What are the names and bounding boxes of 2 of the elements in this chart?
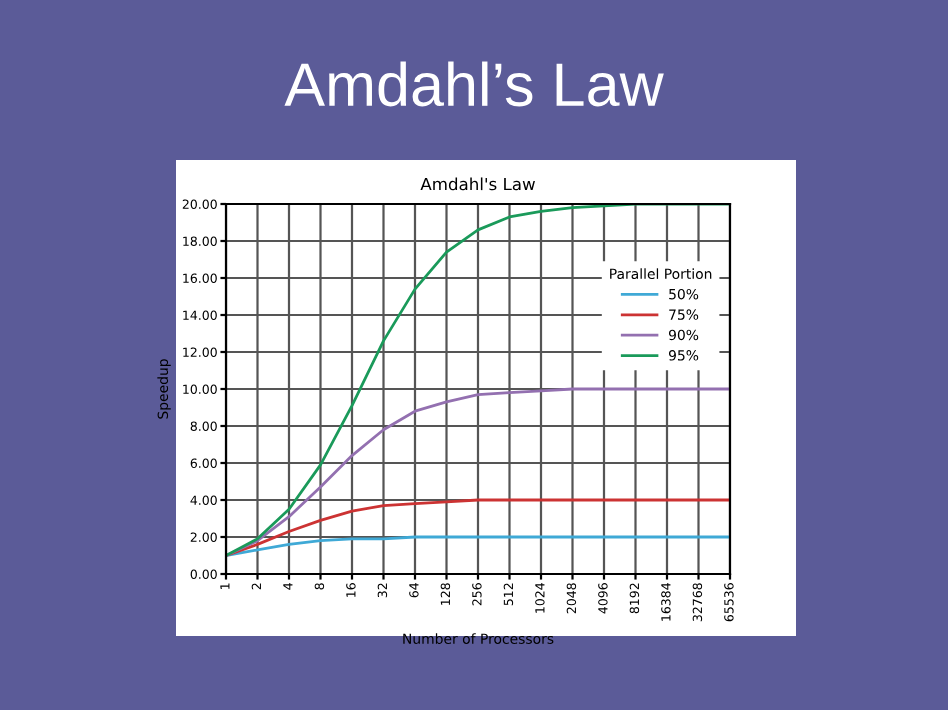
chart-subtitle: Amdahl's Law	[420, 177, 535, 191]
chart-title: Amdahl’s Law	[284, 61, 664, 107]
